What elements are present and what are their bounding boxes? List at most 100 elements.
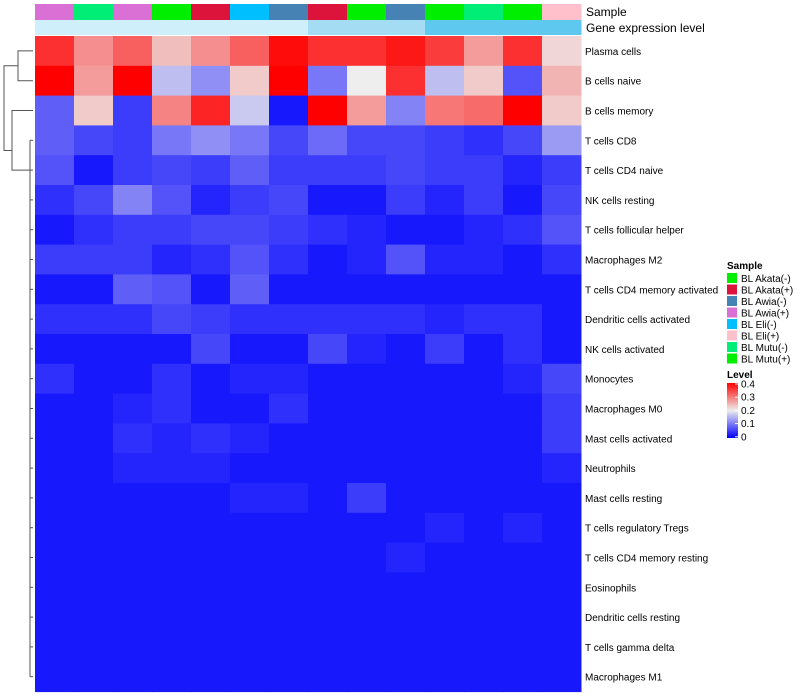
heatmap-cell — [113, 125, 153, 156]
heatmap-cell — [308, 36, 348, 67]
heatmap-cell — [542, 632, 582, 663]
heatmap-cell — [269, 334, 309, 365]
heatmap-cell — [425, 632, 465, 663]
legend-sample-label: BL Eli(+) — [741, 332, 779, 343]
heatmap-cell — [74, 304, 114, 335]
heatmap-cell — [35, 661, 75, 693]
row-label: T cells CD8 — [585, 136, 637, 147]
heatmap-cell — [74, 602, 114, 633]
heatmap-cell — [269, 304, 309, 335]
heatmap-cell — [113, 95, 153, 126]
heatmap-cell — [35, 632, 75, 663]
row-label: Macrophages M1 — [585, 673, 663, 684]
heatmap-cell — [464, 572, 504, 603]
heatmap-cell — [425, 393, 465, 424]
heatmap-cell — [35, 334, 75, 365]
dendrogram-branch — [11, 110, 33, 151]
heatmap-cell — [152, 274, 192, 305]
heatmap-cell — [425, 65, 465, 97]
sample-annotation-cell — [269, 4, 309, 20]
legend-sample-title: Sample — [727, 261, 763, 272]
heatmap-cell — [230, 542, 270, 573]
heatmap-cell — [74, 95, 114, 126]
heatmap-cell — [113, 274, 153, 305]
heatmap-cell — [464, 155, 504, 186]
heatmap-cell — [542, 393, 582, 424]
row-label: Mast cells resting — [585, 494, 662, 505]
heatmap-cell — [113, 453, 153, 484]
heatmap-cell — [152, 185, 192, 216]
heatmap-cell — [425, 304, 465, 335]
heatmap-cell — [152, 483, 192, 514]
row-label: NK cells activated — [585, 345, 664, 356]
row-label: B cells naive — [585, 77, 642, 88]
row-label: Monocytes — [585, 375, 633, 386]
heatmap-cell — [542, 572, 582, 603]
heatmap-cell — [152, 155, 192, 186]
heatmap-cell — [386, 363, 426, 395]
heatmap-cell — [542, 363, 582, 395]
heatmap-cell — [113, 572, 153, 603]
heatmap-cells — [35, 36, 582, 693]
heatmap-cell — [503, 36, 543, 67]
heatmap-cell — [386, 512, 426, 544]
legend-sample-swatch — [727, 273, 737, 283]
row-dendrogram — [3, 50, 33, 678]
heatmap-cell — [152, 512, 192, 544]
heatmap-cell — [230, 274, 270, 305]
level-scale-tick: 0.4 — [741, 380, 755, 391]
heatmap-cell — [308, 125, 348, 156]
heatmap-cell — [503, 244, 543, 275]
heatmap-cell — [152, 393, 192, 424]
sample-annotation-cell — [347, 4, 387, 20]
sample-annotation-cell — [542, 4, 582, 20]
heatmap-cell — [503, 393, 543, 424]
heatmap-cell — [74, 661, 114, 693]
heatmap-cell — [503, 274, 543, 305]
heatmap-cell — [386, 423, 426, 454]
heatmap-cell — [152, 572, 192, 603]
heatmap-cell — [230, 244, 270, 275]
heatmap-cell — [464, 244, 504, 275]
legend-level-title: Level — [727, 370, 753, 381]
heatmap-cell — [113, 65, 153, 97]
heatmap-cell — [269, 214, 309, 246]
heatmap-cell — [113, 155, 153, 186]
heatmap-cell — [74, 483, 114, 514]
expression-level-annotation-cell — [542, 20, 582, 35]
heatmap-cell — [113, 512, 153, 544]
heatmap-cell — [386, 453, 426, 484]
heatmap-cell — [503, 602, 543, 633]
heatmap-cell — [425, 363, 465, 395]
sample-annotation-cell — [74, 4, 114, 20]
heatmap-cell — [386, 185, 426, 216]
heatmap-cell — [425, 602, 465, 633]
heatmap-cell — [542, 512, 582, 544]
heatmap-cell — [74, 363, 114, 395]
heatmap-cell — [113, 483, 153, 514]
row-label: B cells memory — [585, 107, 653, 118]
heatmap-cell — [230, 661, 270, 693]
heatmap-cell — [269, 483, 309, 514]
heatmap-cell — [425, 453, 465, 484]
heatmap-cell — [230, 423, 270, 454]
heatmap-cell — [269, 512, 309, 544]
heatmap-cell — [425, 36, 465, 67]
row-label: Macrophages M2 — [585, 256, 663, 267]
heatmap-cell — [308, 423, 348, 454]
legend-sample-swatch — [727, 296, 737, 306]
heatmap-cell — [347, 65, 387, 97]
heatmap-cell — [347, 512, 387, 544]
heatmap-cell — [308, 95, 348, 126]
heatmap-cell — [191, 602, 231, 633]
heatmap-cell — [308, 542, 348, 573]
legend-sample-label: BL Mutu(-) — [741, 343, 788, 354]
heatmap-cell — [542, 65, 582, 97]
heatmap-cell — [347, 304, 387, 335]
heatmap-cell — [35, 423, 75, 454]
heatmap-cell — [191, 572, 231, 603]
row-label: T cells CD4 naive — [585, 166, 664, 177]
heatmap-cell — [542, 274, 582, 305]
heatmap-cell — [191, 483, 231, 514]
